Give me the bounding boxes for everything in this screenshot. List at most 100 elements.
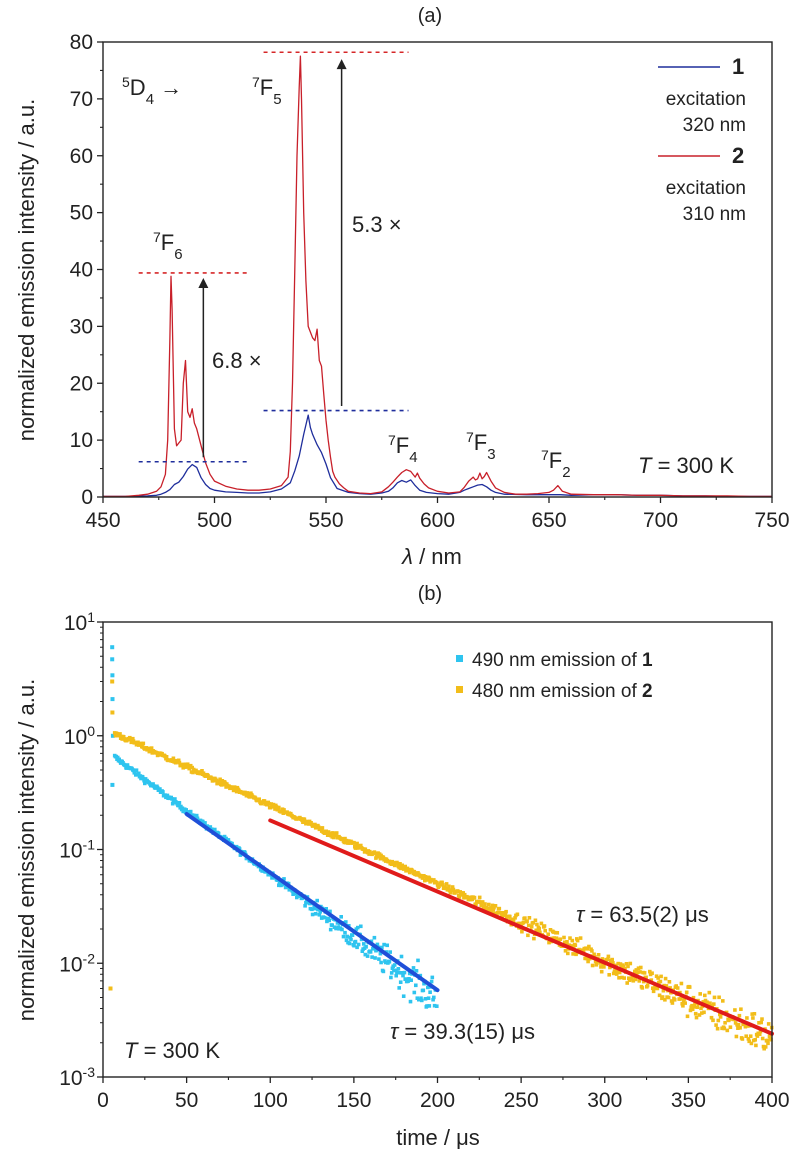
data-point: [422, 981, 426, 986]
data-point: [304, 901, 308, 905]
data-point: [462, 892, 467, 897]
data-point: [409, 978, 413, 982]
legend-marker-490nm: [456, 655, 463, 662]
data-point: [194, 813, 199, 818]
panel-a-chart: (a) 450 500 550 600 650 700 750 0 10 20 30 40 50 60 7…: [14, 5, 790, 569]
data-point: [267, 801, 271, 806]
data-point: [698, 992, 702, 996]
y-tick-label: 10-1: [59, 837, 95, 863]
data-point: [628, 961, 633, 966]
data-point: [714, 1023, 718, 1027]
panel-a-reference-lines: [138, 51, 409, 463]
data-point: [554, 936, 559, 940]
data-point: [110, 679, 115, 684]
data-point: [387, 960, 392, 964]
data-point: [328, 909, 332, 914]
data-point: [128, 737, 133, 741]
data-point: [356, 925, 360, 930]
data-point: [634, 968, 639, 972]
data-point: [277, 805, 281, 810]
data-point: [327, 918, 331, 923]
data-point: [636, 970, 640, 974]
data-point: [310, 912, 315, 917]
data-point: [480, 900, 485, 904]
panel-b-temperature-label: T = 300 K: [124, 1038, 220, 1063]
data-point: [218, 777, 222, 782]
data-point: [432, 1003, 437, 1008]
data-point: [624, 962, 629, 966]
data-point: [414, 983, 418, 988]
data-point: [176, 803, 181, 808]
data-point: [617, 976, 621, 980]
data-point: [155, 785, 160, 790]
data-point: [441, 883, 445, 887]
data-point: [626, 964, 630, 969]
data-point: [277, 881, 282, 885]
data-point: [521, 920, 526, 925]
data-point: [395, 861, 400, 866]
data-point: [458, 890, 462, 894]
data-point: [482, 904, 486, 908]
data-point: [110, 645, 115, 650]
data-point: [575, 938, 580, 943]
data-point: [492, 905, 496, 910]
data-point: [356, 942, 361, 947]
data-point: [668, 986, 672, 990]
data-point: [418, 973, 423, 978]
data-point: [662, 983, 666, 988]
data-point: [511, 919, 516, 923]
data-point: [165, 793, 170, 798]
panel-b-chart: (b) 0 50 100 150 200 250 300 350 400 10110010-11…: [14, 583, 790, 1150]
data-point: [200, 769, 204, 773]
data-point: [414, 969, 419, 973]
data-point: [611, 971, 616, 976]
data-point: [341, 837, 345, 841]
data-point: [420, 998, 424, 1003]
data-point: [693, 1001, 697, 1005]
data-point: [325, 919, 329, 924]
data-point: [655, 986, 660, 991]
data-point: [331, 831, 335, 835]
data-point: [538, 930, 542, 935]
ratio-arrow-head-0: [198, 278, 209, 289]
x-tick-label: 350: [671, 1089, 706, 1112]
data-point: [642, 971, 647, 975]
data-point: [608, 965, 612, 970]
data-point: [694, 1015, 699, 1020]
legend-note-series-1-line1: excitation: [666, 89, 746, 110]
data-point: [359, 843, 363, 848]
data-point: [407, 870, 412, 875]
data-point: [637, 979, 642, 983]
data-point: [137, 771, 141, 776]
data-point: [709, 1015, 714, 1020]
data-point: [406, 979, 410, 983]
data-point: [766, 1041, 770, 1046]
data-point: [759, 1020, 763, 1025]
data-point: [461, 891, 465, 895]
ratio-label-7f5: 5.3 ×: [352, 212, 402, 237]
data-point: [373, 851, 377, 856]
data-point: [390, 966, 395, 971]
data-point: [599, 965, 603, 969]
data-point: [389, 971, 394, 975]
data-point: [374, 855, 379, 859]
data-point: [330, 923, 334, 927]
data-point: [658, 979, 663, 984]
data-point: [339, 915, 343, 919]
data-point: [377, 854, 381, 859]
data-point: [723, 1021, 727, 1025]
data-point: [320, 826, 325, 830]
data-point: [313, 822, 317, 827]
panel-b-y-ticks: 101 100 10-1 10-2 10-3: [59, 609, 103, 1090]
data-point: [184, 808, 188, 812]
data-point: [383, 960, 388, 965]
data-point: [427, 1004, 432, 1008]
data-point: [703, 993, 707, 998]
data-point: [500, 914, 505, 919]
y-tick-label: 10-3: [59, 1064, 95, 1090]
data-point: [349, 937, 353, 942]
data-point: [429, 979, 434, 984]
data-point: [416, 958, 420, 963]
data-point: [400, 971, 404, 975]
data-point: [201, 819, 205, 824]
